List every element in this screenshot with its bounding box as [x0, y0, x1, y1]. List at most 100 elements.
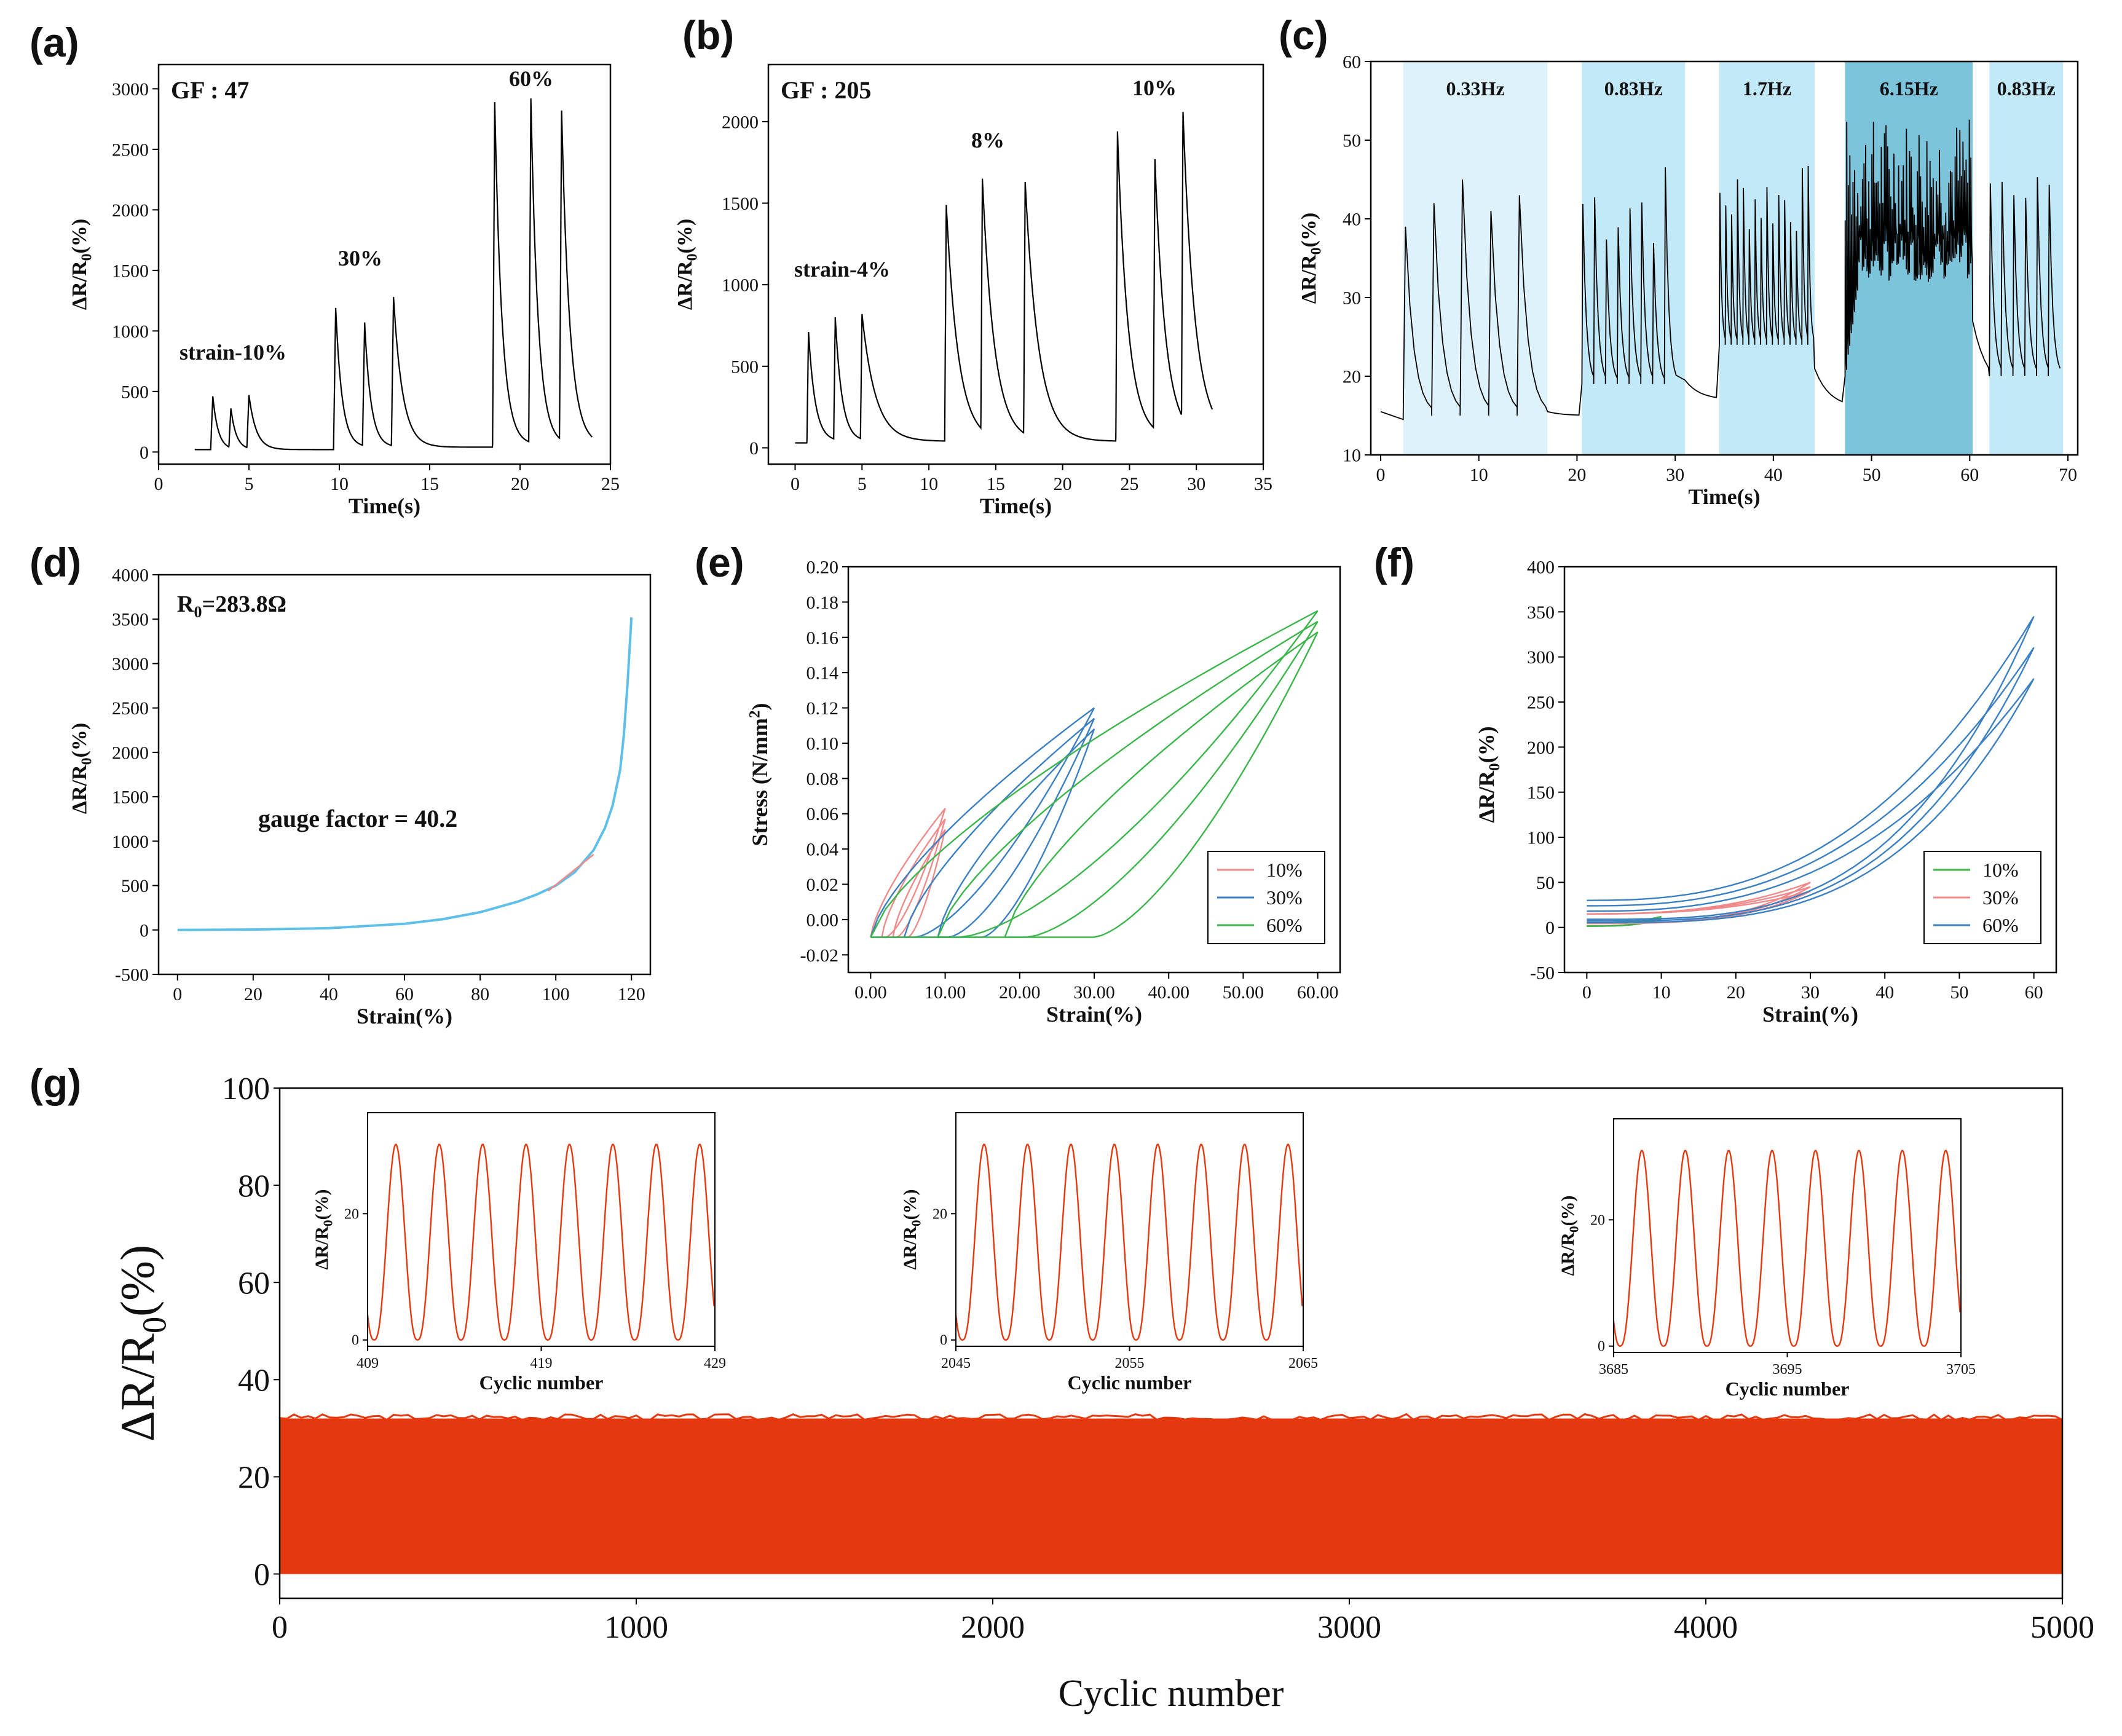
- hysteresis-loop: [1587, 616, 2035, 920]
- axes-frame: [1370, 60, 2079, 456]
- y-tick-label: 2500: [112, 698, 149, 719]
- y-tick-label: 0.04: [807, 840, 839, 860]
- cycle-band-top: [278, 1413, 2063, 1421]
- panel-d: 0 20 40 60 80 100 120 -500 0 500 1000 1500 2000 2500 3…: [68, 566, 652, 1028]
- cycle-band: [280, 1418, 2062, 1574]
- x-tick-label: 25: [1120, 474, 1138, 494]
- inset-x-tick-label: 3685: [1599, 1362, 1628, 1378]
- legend-label: 10%: [1266, 859, 1303, 881]
- y-tick-label: 200: [1527, 738, 1555, 758]
- axes-frame: [767, 63, 1264, 465]
- band-label: 0.33Hz: [1446, 77, 1505, 100]
- y-tick-label: 40: [238, 1363, 270, 1398]
- x-tick-label: 50: [1950, 982, 1968, 1003]
- y-tick-label: 50: [1536, 873, 1555, 893]
- y-tick-label: -50: [1530, 963, 1555, 984]
- x-tick-label: 30: [1666, 465, 1684, 485]
- x-axis-label: Strain(%): [1046, 1002, 1142, 1027]
- x-tick-label: 30: [1187, 474, 1205, 494]
- x-tick-label: 10: [1470, 465, 1488, 485]
- panel-g: 0 1000 2000 3000 4000 5000020406080100Cyclic …: [111, 1071, 2094, 1714]
- inset-y-tick-label: 0: [1598, 1339, 1605, 1355]
- x-tick-label: 4000: [1674, 1610, 1738, 1645]
- y-tick-label: 20: [1343, 367, 1361, 387]
- x-tick-label: 25: [601, 474, 620, 494]
- y-tick-label: 0.20: [807, 558, 839, 578]
- plot-area: [795, 111, 1213, 444]
- y-tick-label: 3000: [112, 654, 149, 674]
- y-tick-label: 60: [238, 1266, 270, 1301]
- x-tick-label: 40.00: [1148, 982, 1189, 1003]
- x-tick-label: 10: [920, 474, 938, 494]
- y-tick-label: 0.02: [807, 875, 839, 895]
- x-tick-label: 120: [618, 984, 645, 1004]
- x-tick-label: 60: [1960, 465, 1979, 485]
- y-axis-label: ΔR/R0(%): [1298, 213, 1325, 304]
- x-tick-label: 60.00: [1297, 982, 1339, 1003]
- y-tick-label: 0: [140, 920, 149, 941]
- panel-label-c: (c): [1279, 12, 1328, 58]
- annotation-8: 8%: [971, 128, 1004, 152]
- inset-2: 2045 2055 2065 0 20 Cyclic number ΔR/R0(%): [900, 1112, 1318, 1394]
- x-tick-label: 0.00: [854, 982, 887, 1003]
- x-tick-label: 0: [1582, 982, 1592, 1003]
- x-tick-label: 0: [154, 474, 164, 494]
- y-tick-label: 1000: [112, 322, 149, 342]
- y-tick-label: -0.02: [800, 945, 839, 966]
- axes-frame: [157, 63, 612, 465]
- series-line: [194, 98, 593, 451]
- x-tick-label: 20: [244, 984, 262, 1004]
- x-tick-label: 0: [173, 984, 182, 1004]
- hysteresis-loop: [870, 610, 1319, 938]
- x-tick-label: 30: [1801, 982, 1820, 1003]
- inset-series-line: [1612, 1150, 1961, 1347]
- axes-frame: [157, 574, 652, 976]
- x-tick-label: 0: [791, 474, 800, 494]
- x-tick-label: 50.00: [1223, 982, 1264, 1003]
- inset-x-tick-label: 2045: [941, 1355, 971, 1371]
- band-label: 6.15Hz: [1880, 77, 1938, 100]
- y-tick-label: 150: [1527, 783, 1555, 803]
- panel-label-d: (d): [30, 540, 81, 585]
- y-axis-label: ΔR/R0(%): [674, 219, 701, 310]
- y-tick-label: 0: [1545, 918, 1555, 938]
- x-tick-label: 100: [542, 984, 570, 1004]
- y-tick-label: 1500: [112, 261, 149, 281]
- y-tick-label: 0.08: [807, 769, 839, 789]
- x-tick-label: 0: [272, 1610, 288, 1645]
- y-tick-label: 1500: [112, 787, 149, 808]
- y-tick-label: 4000: [112, 566, 149, 586]
- x-tick-label: 30.00: [1073, 982, 1115, 1003]
- plot-area: [870, 610, 1319, 938]
- annotation-gf: GF : 47: [171, 76, 249, 104]
- y-tick-label: 2000: [112, 743, 149, 763]
- band-label: 0.83Hz: [1997, 77, 2056, 100]
- y-tick-label: 1000: [112, 832, 149, 852]
- x-tick-label: 15: [420, 474, 439, 494]
- y-tick-label: 3500: [112, 610, 149, 630]
- annotation-30: 30%: [338, 246, 382, 270]
- inset-series-line: [366, 1143, 715, 1341]
- y-tick-label: 30: [1343, 288, 1361, 309]
- x-tick-label: 3000: [1317, 1610, 1381, 1645]
- annotation-gauge-factor: gauge factor = 40.2: [258, 805, 457, 832]
- x-tick-label: 60: [2025, 982, 2043, 1003]
- panel-b: 0 5 10 15 20 25 30 35 0 500 1000 1500 2000 Time(s) ΔR/…: [674, 63, 1272, 518]
- x-tick-label: 20: [1568, 465, 1586, 485]
- x-tick-label: 10: [330, 474, 349, 494]
- inset-1: 409 419 429 0 20 Cyclic number ΔR/R0(%): [312, 1112, 726, 1394]
- panel-c-bands: [1403, 61, 2064, 455]
- y-tick-label: 300: [1527, 647, 1555, 668]
- frequency-band: [1582, 61, 1686, 455]
- x-tick-label: 20: [1727, 982, 1745, 1003]
- inset-x-tick-label: 409: [357, 1355, 379, 1371]
- panel-label-b: (b): [682, 12, 734, 58]
- x-tick-label: 20: [1054, 474, 1072, 494]
- inset-x-tick-label: 3705: [1946, 1362, 1976, 1378]
- x-tick-label: 20.00: [999, 982, 1041, 1003]
- panel-a: 0 5 10 15 20 25 0 500 1000 1500 2000 2500 3000 Time(s…: [68, 63, 620, 518]
- y-tick-label: 0: [749, 438, 759, 459]
- series-line: [795, 111, 1213, 444]
- hysteresis-loop: [1004, 631, 1319, 938]
- y-tick-label: 350: [1527, 602, 1555, 623]
